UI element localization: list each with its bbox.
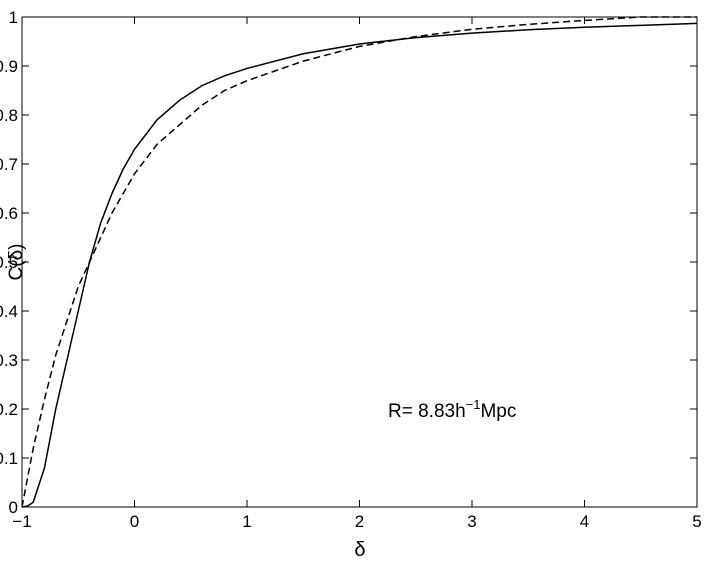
y-tick-label: 1 [9,8,18,27]
annotation-superscript: −1 [466,397,481,412]
x-tick-label: 1 [242,512,251,531]
x-tick-label: 5 [692,512,701,531]
y-tick-label: 0.3 [0,351,18,370]
plot-frame [21,16,698,508]
annotation-text: Mpc [480,401,516,422]
annotation-text: R= 8.83h [388,401,466,422]
x-axis-label: δ [354,539,365,561]
y-tick-label: 0.1 [0,449,18,468]
x-tick-label: 2 [355,512,364,531]
line-series [21,22,698,508]
x-tick-label: 4 [580,512,589,531]
y-tick-label: 0.9 [0,57,18,76]
x-tick-label: 0 [130,512,139,531]
y-tick-label: 0.5 [0,253,18,272]
y-tick-label: 0.8 [0,106,18,125]
x-tick-label: 3 [467,512,476,531]
x-tick-label: −1 [12,512,31,531]
y-tick-label: 0.6 [0,204,18,223]
y-tick-label: 0 [9,498,18,517]
line-series [21,16,697,508]
annotation: R= 8.83h−1Mpc [388,397,516,422]
y-tick-label: 0.4 [0,302,18,321]
y-tick-label: 0.2 [0,400,18,419]
y-tick-label: 0.7 [0,155,18,174]
